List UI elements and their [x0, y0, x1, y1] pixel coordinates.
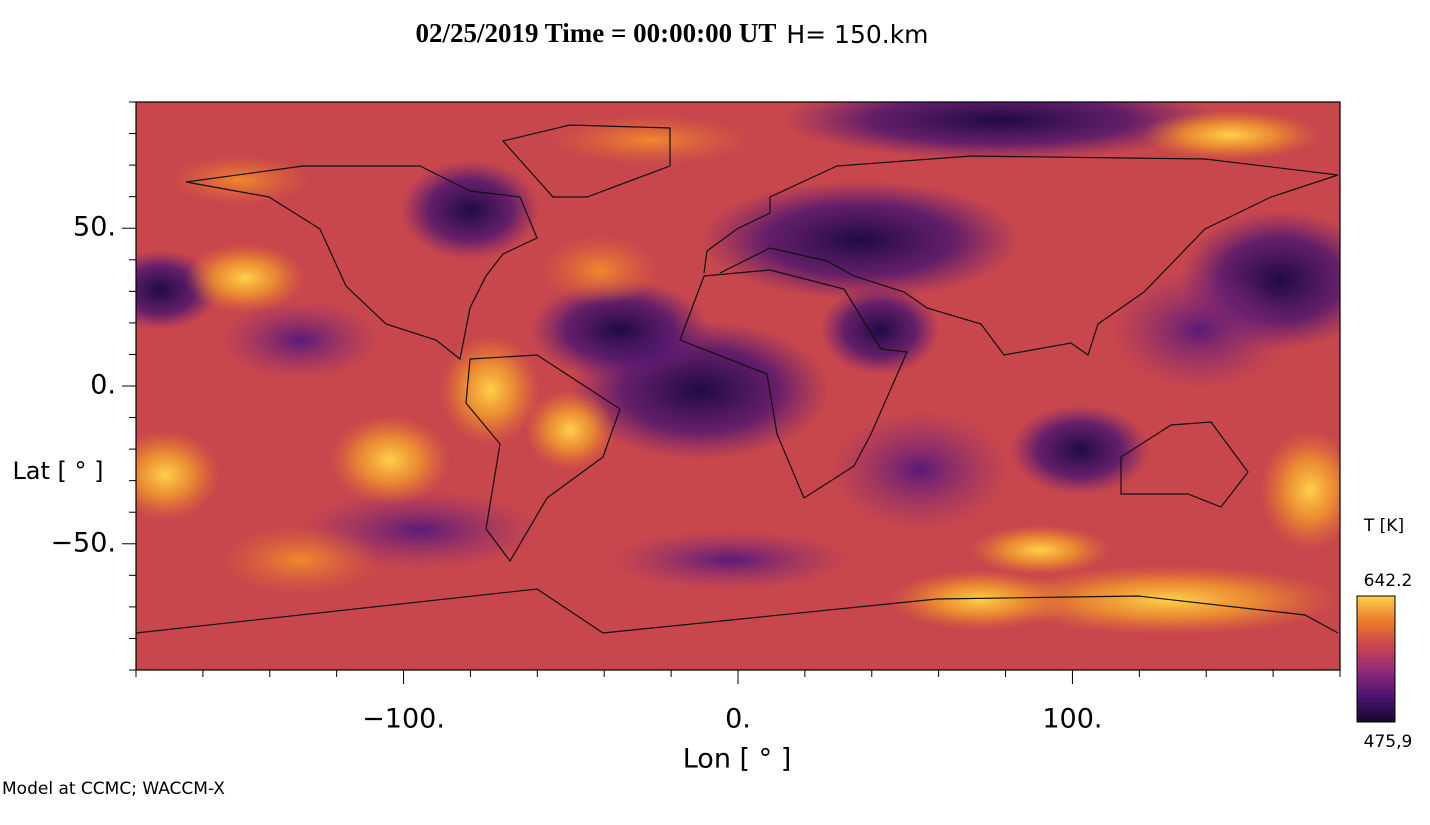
colorbar-label: T [K] — [1363, 516, 1404, 536]
x-tick-label: −100. — [362, 704, 445, 735]
coastline — [679, 269, 908, 499]
axes: −100. 0. 100. 50. 0. −50. — [50, 101, 1341, 735]
y-tick-label: 50. — [73, 212, 116, 243]
colorbar-max: 642.2 — [1364, 571, 1413, 591]
y-axis-label: Lat [ ° ] — [12, 457, 103, 485]
x-tick-label: 100. — [1042, 704, 1102, 735]
coastline — [136, 588, 1339, 634]
colorbar — [1356, 595, 1396, 723]
title-main: 02/25/2019 Time = 00:00:00 UT — [415, 18, 776, 48]
colorbar-min: 475,9 — [1364, 732, 1413, 752]
temperature-field — [136, 102, 1340, 670]
coastline — [1120, 421, 1249, 508]
coastline — [703, 155, 1339, 356]
title-height: H= 150.km — [786, 20, 928, 49]
x-tick-label: 0. — [725, 704, 751, 735]
title: 02/25/2019 Time = 00:00:00 UT H= 150.km — [415, 18, 928, 49]
coastline — [185, 165, 538, 361]
coastline — [465, 354, 621, 563]
footer: Model at CCMC; WACCM-X — [2, 779, 225, 799]
y-tick-label: −50. — [50, 527, 116, 558]
x-axis-label: Lon [ ° ] — [683, 744, 792, 775]
coastline — [501, 124, 671, 198]
y-tick-label: 0. — [90, 370, 116, 401]
